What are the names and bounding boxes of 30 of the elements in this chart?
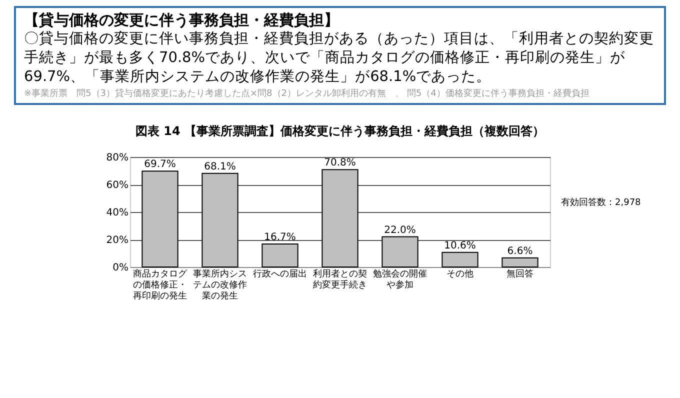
y-tick-label: 80% [106, 152, 128, 164]
text: 【貸与価格の変更に伴う事務負担・経費負担】 [24, 11, 340, 30]
data-label: 68.1% [204, 161, 236, 172]
data-label: 22.0% [384, 224, 416, 236]
text: ※事業所票 問5（3）貸与価格変更にあたり考慮した点×問8（2）レンタル卸利用の有無 、 問5（4）価格変更に伴う事務負担・経費負担 [24, 88, 590, 100]
data-label: 6.6% [507, 246, 533, 257]
bar [442, 252, 478, 268]
bar [202, 172, 238, 268]
bar [382, 236, 418, 268]
bar [502, 257, 538, 268]
y-tick-label: 60% [106, 180, 128, 191]
data-label: 10.6% [444, 240, 476, 252]
text: 有効回答数：2,978 [561, 196, 641, 209]
bar [262, 244, 298, 268]
x-tick-label: 事業所内システムの改修作業の発生 [193, 268, 247, 302]
y-tick-label: 40% [106, 208, 128, 218]
x-tick-label: 商品カタログの価格修正・再印刷の発生 [133, 268, 188, 302]
x-tick-label: 無回答 [506, 268, 534, 280]
chart-title: 図表 14 【事業所票調査】価格変更に伴う事務負担・経費負担（複数回答） [134, 123, 546, 140]
x-tick-label: その他 [446, 268, 474, 280]
x-tick-label: 行政への届出 [253, 268, 307, 280]
y-tick-label: 20% [106, 235, 128, 246]
y-tick-label: 0% [112, 262, 128, 274]
x-tick-label: 利用者との契約変更手続き [313, 268, 367, 290]
x-tick-label: 勉強会の開催や参加 [373, 268, 427, 290]
data-label: 69.7% [144, 159, 176, 170]
text: 〇貸与価格の変更に伴い事務負担・経費負担がある（あった）項目は、「利用者との契約変更手続き」が最も多く70.8%であり、次いで「商品カタログの価格修正・再印刷の発生」が69.7%、「事業所内システムの改修作業の発生」が68.1%であった。 [24, 30, 655, 87]
data-label: 70.8% [324, 158, 356, 169]
bar [142, 170, 178, 268]
bar [322, 169, 358, 268]
